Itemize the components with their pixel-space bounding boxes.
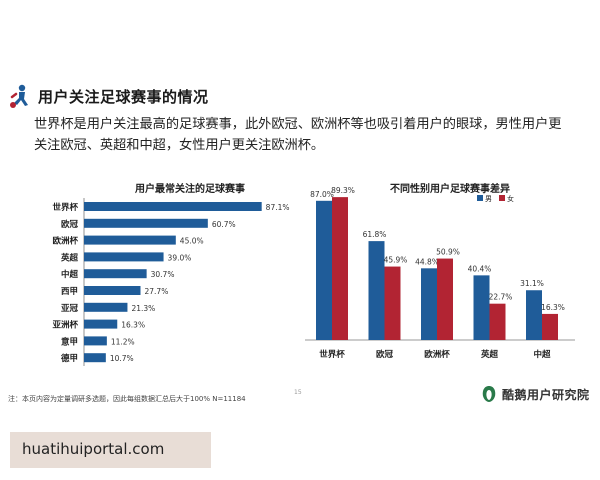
bar <box>84 252 164 262</box>
summary-text: 世界杯是用户关注最高的足球赛事，此外欧冠、欧洲杯等也吸引着用户的眼球，男性用户更… <box>34 117 562 153</box>
data-label: 21.3% <box>131 304 155 313</box>
category-label: 亚洲杯 <box>52 320 78 331</box>
bar-male <box>526 290 542 340</box>
category-label: 英超 <box>60 252 79 263</box>
data-label: 87.1% <box>266 203 290 212</box>
data-label: 89.3% <box>331 186 355 195</box>
data-label: 31.1% <box>520 279 544 288</box>
bar <box>84 235 176 245</box>
chart-title-gender-difference: 不同性别用户足球赛事差异 <box>390 184 510 195</box>
brand-logo: 酷鹅用户研究院 <box>480 384 590 404</box>
bar <box>84 286 141 295</box>
soccer-player-icon <box>10 84 28 108</box>
data-label: 40.4% <box>468 264 492 273</box>
category-label: 亚冠 <box>61 304 79 314</box>
bar <box>84 269 147 279</box>
category-label: 英超 <box>480 349 499 360</box>
footnote: 注：本页内容为定量调研多选题，因此每组数据汇总后大于100% N=11184 <box>8 395 246 403</box>
category-label: 中超 <box>533 349 551 360</box>
bar <box>84 353 106 363</box>
data-label: 44.8% <box>415 257 439 266</box>
bar-female <box>384 266 401 340</box>
data-label: 16.3% <box>541 303 565 312</box>
category-label: 德甲 <box>61 353 78 364</box>
bar <box>84 336 107 346</box>
chart-title-event-attention: 用户最常关注的足球赛事 <box>135 184 245 195</box>
data-label: 27.7% <box>145 287 169 296</box>
bar-male <box>473 275 490 340</box>
category-label: 世界杯 <box>319 349 345 360</box>
bar-male <box>421 268 437 340</box>
category-label: 意甲 <box>61 336 78 347</box>
data-label: 11.2% <box>111 337 135 346</box>
data-label: 30.7% <box>151 270 175 279</box>
data-label: 45.9% <box>384 256 408 265</box>
legend-label: 男 <box>485 195 492 203</box>
legend-swatch <box>477 195 483 201</box>
bar <box>84 302 128 312</box>
data-label: 60.7% <box>212 220 236 229</box>
legend-swatch <box>499 195 505 201</box>
bar-female <box>332 197 348 340</box>
data-label: 50.9% <box>436 248 460 257</box>
watermark-banner: huatihuiportal.com <box>10 432 211 468</box>
category-label: 世界杯 <box>52 202 78 213</box>
bar-female <box>437 258 453 340</box>
bar-male <box>368 241 385 340</box>
category-label: 欧洲杯 <box>52 236 78 247</box>
category-label: 西甲 <box>61 287 78 297</box>
penguin-logo-icon <box>482 386 496 402</box>
bar-female <box>542 313 558 340</box>
data-label: 22.7% <box>489 293 513 302</box>
data-label: 10.7% <box>110 354 134 363</box>
category-label: 欧洲杯 <box>424 349 450 360</box>
page-number: 15 <box>294 389 302 396</box>
data-label: 87.0% <box>310 190 334 199</box>
brand-name: 酷鹅用户研究院 <box>502 387 590 402</box>
bar <box>84 202 262 211</box>
category-label: 中超 <box>61 269 79 280</box>
data-label: 16.3% <box>121 321 145 330</box>
data-label: 45.0% <box>180 237 204 246</box>
data-label: 61.8% <box>363 230 387 239</box>
bar <box>84 319 118 329</box>
bar-male <box>316 200 332 340</box>
page-title: 用户关注足球赛事的情况 <box>38 88 209 106</box>
data-label: 39.0% <box>168 253 192 262</box>
watermark-text: huatihuiportal.com <box>22 440 165 458</box>
legend-label: 女 <box>507 194 514 203</box>
category-label: 欧冠 <box>376 349 394 360</box>
bar-female <box>489 303 506 340</box>
category-label: 欧冠 <box>61 219 79 230</box>
bar <box>84 218 208 228</box>
